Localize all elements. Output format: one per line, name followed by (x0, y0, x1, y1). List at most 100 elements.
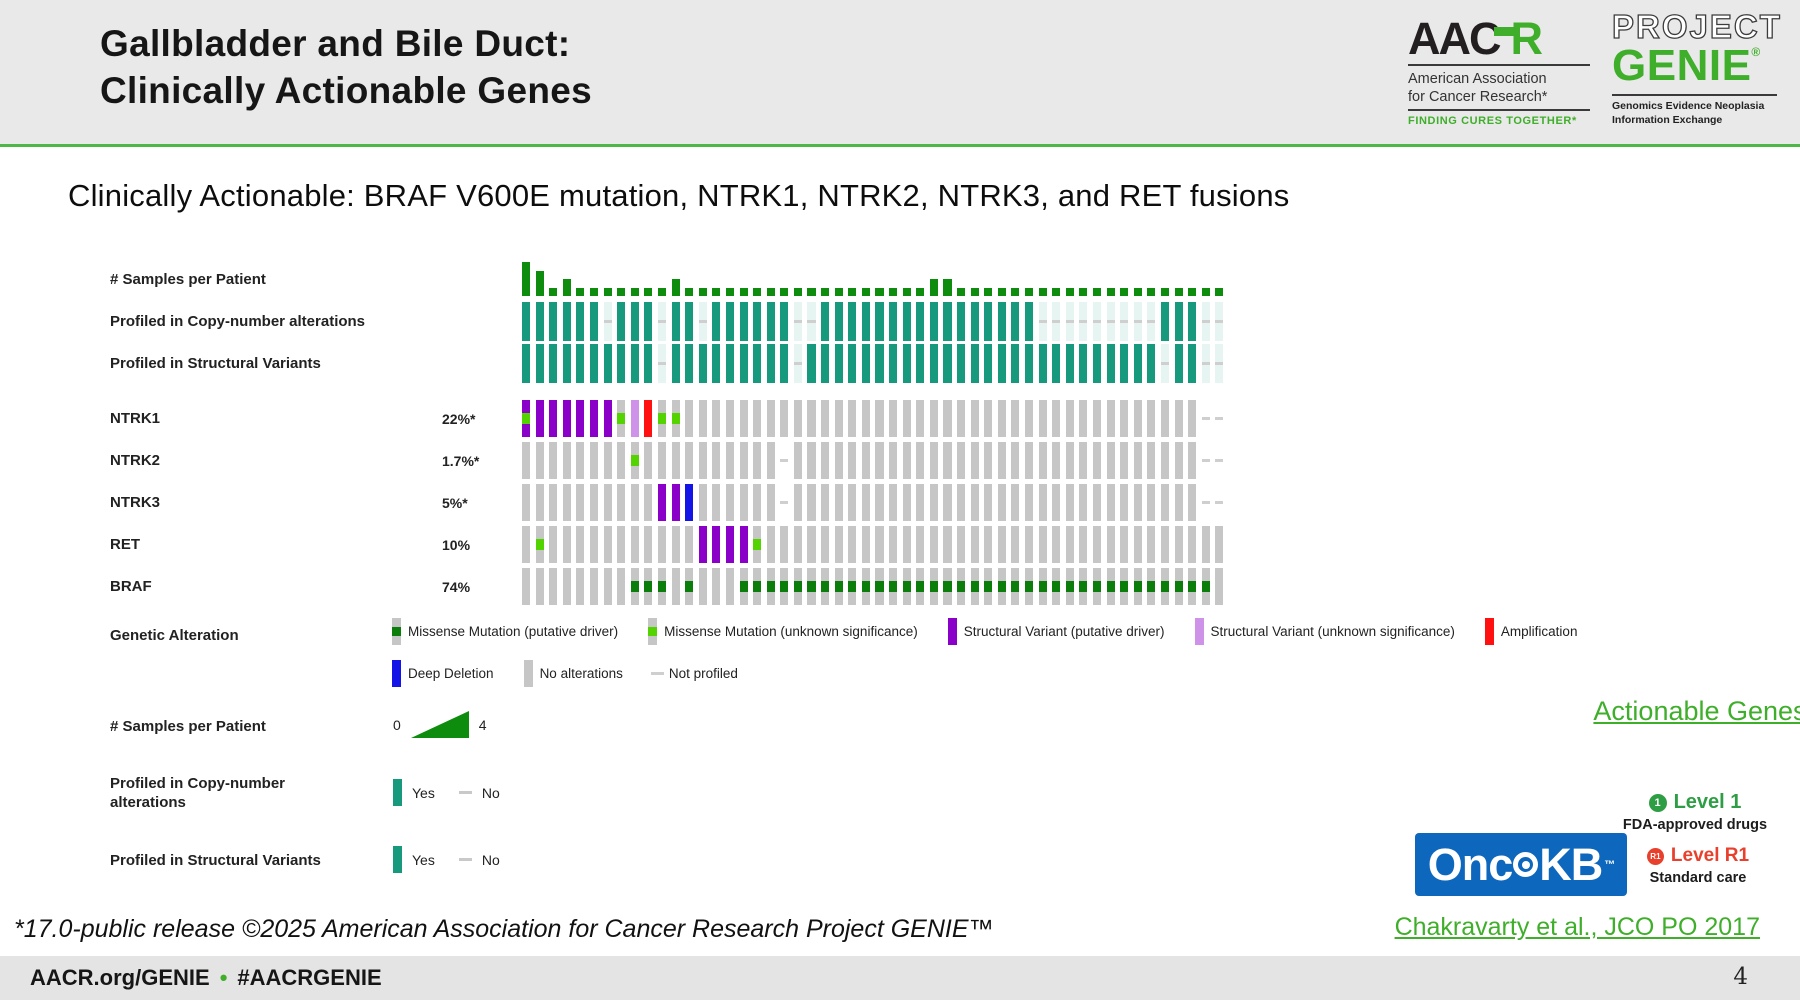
citation-link[interactable]: Chakravarty et al., JCO PO 2017 (1394, 913, 1760, 941)
legend-item: No alterations (523, 660, 623, 687)
oncoprint-cell (1064, 568, 1078, 605)
no-alteration-bar (821, 526, 830, 563)
oncoprint-cell (574, 526, 588, 563)
oncoprint-cell (697, 442, 711, 479)
oncoprint-cell (1213, 484, 1227, 521)
profiled-yes-bar (889, 302, 898, 341)
profiled-yes-bar (617, 302, 626, 341)
aacr-dash-icon (1493, 27, 1514, 36)
profiled-no-dash (657, 362, 667, 365)
oncoprint-cell (710, 442, 724, 479)
legend-item-label: Missense Mutation (putative driver) (408, 624, 619, 639)
oncoprint-cell (1037, 484, 1051, 521)
sv-yes-swatch (393, 846, 402, 873)
profiled-no-dash (1106, 320, 1115, 323)
no-alteration-bar (970, 568, 979, 605)
profiled-yes-bar (916, 344, 925, 383)
oncoprint-cell (520, 302, 534, 341)
sample-count-bar (875, 287, 884, 296)
track-row-ret: RET 10% (0, 526, 1800, 563)
no-alteration-bar (1065, 568, 1074, 605)
cna-yes-swatch (393, 779, 402, 806)
oncoprint-cell (833, 526, 847, 563)
profiled-yes-bar (943, 344, 952, 383)
no-alteration-bar (1052, 526, 1061, 563)
sample-count-bar (943, 279, 952, 296)
oncoprint-cell (629, 302, 643, 341)
profiled-yes-bar (1133, 344, 1142, 383)
oncoprint-cell (955, 568, 969, 605)
oncoprint-cell (1077, 400, 1091, 437)
oncoprint-cell (520, 442, 534, 479)
no-alteration-bar (1106, 526, 1115, 563)
oncoprint-cell (955, 484, 969, 521)
profiled-yes-bar (957, 302, 966, 341)
no-alteration-bar (997, 484, 1006, 521)
profiled-yes-bar (1024, 344, 1034, 383)
no-alteration-bar (834, 400, 843, 437)
oncoprint-cell (955, 344, 969, 383)
oncoprint-cell (901, 442, 915, 479)
release-note: *17.0-public release ©2025 American Asso… (14, 915, 994, 943)
legend-swatch-dd (392, 660, 401, 687)
oncoprint-cell (547, 400, 561, 437)
oncoprint-cell (914, 400, 928, 437)
no-alteration-bar (644, 568, 653, 605)
oncoprint-cell (1037, 400, 1051, 437)
oncoprint-cell (1145, 442, 1159, 479)
oncoprint-cell (615, 568, 629, 605)
no-alteration-bar (793, 526, 802, 563)
sample-count-bar (1092, 287, 1102, 296)
oncoprint-cell (914, 262, 928, 296)
oncoprint-cell (996, 484, 1010, 521)
profiled-yes-bar (1188, 344, 1197, 383)
no-alteration-bar (725, 568, 734, 605)
oncoprint-cell (1050, 400, 1064, 437)
oncoprint-cell (1159, 400, 1173, 437)
no-alteration-bar (766, 568, 775, 605)
aacr-wordmark-green: R (1510, 13, 1543, 64)
no-alteration-bar (753, 442, 762, 479)
missense-driver-square (1092, 580, 1102, 593)
profiled-yes-bar (916, 302, 925, 341)
profiled-yes-bar (644, 344, 653, 383)
level-r1-description: Standard care (1649, 870, 1747, 886)
no-alteration-bar (766, 400, 775, 437)
oncoprint-cell (982, 302, 996, 341)
oncoprint-cell (860, 484, 874, 521)
profiled-yes-bar (970, 302, 979, 341)
oncoprint-cell (547, 262, 561, 296)
not-profiled-dash (1215, 417, 1224, 420)
oncoprint-cell (996, 442, 1010, 479)
oncoprint-cell (1200, 302, 1214, 341)
oncoprint-cell (778, 526, 792, 563)
oncoprint-cell (982, 262, 996, 296)
level1-label: Level 1 (1673, 791, 1742, 813)
oncoprint-cell (792, 302, 806, 341)
sample-count-bar (549, 287, 558, 296)
actionable-genes-link[interactable]: Actionable Genes (1593, 696, 1800, 726)
oncoprint-cell (819, 400, 833, 437)
oncoprint-cell (697, 400, 711, 437)
no-alteration-bar (685, 568, 694, 605)
profiled-yes-bar (957, 344, 966, 383)
sample-count-bar (807, 287, 816, 296)
oncoprint-cell (1050, 484, 1064, 521)
no-alteration-bar (725, 442, 734, 479)
no-alteration-bar (997, 526, 1006, 563)
track-row-ntrk2: NTRK2 1.7%* (0, 442, 1800, 479)
no-alteration-bar (1106, 442, 1115, 479)
oncoprint-cell (1091, 262, 1105, 296)
sample-count-bar (970, 287, 979, 296)
missense-driver-square (889, 580, 898, 593)
level1-heading: 1 Level 1 (1648, 791, 1742, 814)
sv-driver-bar (549, 400, 558, 437)
aacr-divider (1408, 64, 1590, 66)
sample-count-bar (984, 287, 993, 296)
sample-count-bar (902, 287, 911, 296)
track-label: Profiled in Structural Variants (110, 355, 321, 372)
oncoprint-cell (805, 484, 819, 521)
oncoprint-cell (833, 302, 847, 341)
no-alteration-bar (1120, 442, 1129, 479)
sample-count-bar (1079, 287, 1088, 296)
